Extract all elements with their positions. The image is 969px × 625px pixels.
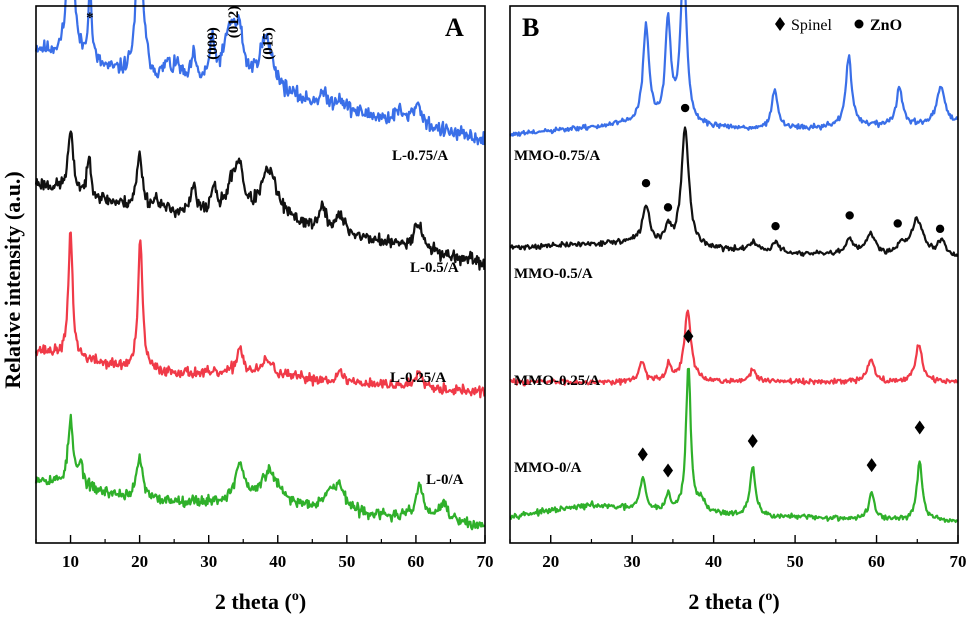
zno-marker <box>641 179 651 188</box>
x-tick-label: 30 <box>200 552 217 571</box>
series-line-MMO-0.5/A <box>509 126 959 258</box>
legend-label: ZnO <box>870 17 902 34</box>
series-label: MMO-0/A <box>514 460 582 476</box>
series-label: MMO-0.25/A <box>514 373 600 389</box>
x-tick-label: 20 <box>542 552 559 571</box>
x-axis-title: 2 theta (o) <box>688 589 779 614</box>
series-line-MMO-0/A <box>509 367 959 523</box>
panel-a: 10 20 30 40 50 60 70 2 theta (o) A L-0.75/A L-0.5/… <box>34 0 494 614</box>
series-line-MMO-0.75/A <box>509 0 959 137</box>
plot-frame <box>509 5 959 544</box>
x-tick-label: 60 <box>868 552 885 571</box>
panel-letter: B <box>522 13 539 42</box>
x-axis-title: 2 theta (o) <box>215 589 306 614</box>
series-label: L-0.5/A <box>410 260 459 276</box>
panel-letter: A <box>445 13 464 42</box>
legend-circle-marker <box>854 19 864 29</box>
x-tick-label: 30 <box>624 552 641 571</box>
panel-b: 20 30 40 50 60 70 2 theta (o) B MMO-0.75/A MMO-0.… <box>509 0 967 614</box>
series-line-L-0.5/A <box>34 130 486 271</box>
y-axis-title: Relative intensity (a.u.) <box>0 171 25 389</box>
zno-marker <box>771 221 780 231</box>
peak-index-label: (009) <box>205 27 221 60</box>
series-line-L-0.25/A <box>34 231 486 399</box>
x-tick-label: 70 <box>950 552 967 571</box>
peak-asterisk: * <box>86 10 94 26</box>
zno-marker <box>893 219 902 228</box>
series-label: L-0.25/A <box>390 370 446 386</box>
zno-marker <box>845 211 854 220</box>
series-line-L-0/A <box>34 413 486 531</box>
x-tick-label: 40 <box>269 552 286 571</box>
spinel-marker <box>747 433 758 448</box>
x-tick-label: 10 <box>62 552 79 571</box>
zno-marker <box>663 203 673 212</box>
peak-index-label: (012) <box>226 6 242 39</box>
legend-diamond-marker <box>775 17 785 31</box>
x-tick-label: 60 <box>407 552 424 571</box>
spinel-marker <box>637 447 648 462</box>
spinel-marker <box>663 463 674 478</box>
x-tick-label: 70 <box>477 552 494 571</box>
x-tick-label: 20 <box>131 552 148 571</box>
x-tick-label: 50 <box>787 552 804 571</box>
series-label: MMO-0.75/A <box>514 148 600 164</box>
spinel-marker <box>866 458 877 473</box>
series-label: MMO-0.5/A <box>514 266 593 282</box>
series-line-L-0.75/A <box>34 0 486 146</box>
spinel-marker <box>914 420 925 435</box>
plot-frame <box>35 5 486 544</box>
zno-marker <box>935 224 945 234</box>
zno-marker <box>680 103 690 113</box>
legend-label: Spinel <box>791 17 832 34</box>
x-tick-label: 50 <box>338 552 355 571</box>
series-label: L-0/A <box>426 472 464 488</box>
peak-index-label: (015) <box>260 27 276 60</box>
x-tick-label: 40 <box>705 552 722 571</box>
series-line-MMO-0.25/A <box>509 309 959 387</box>
series-label: L-0.75/A <box>392 148 448 164</box>
spinel-marker <box>683 329 694 344</box>
